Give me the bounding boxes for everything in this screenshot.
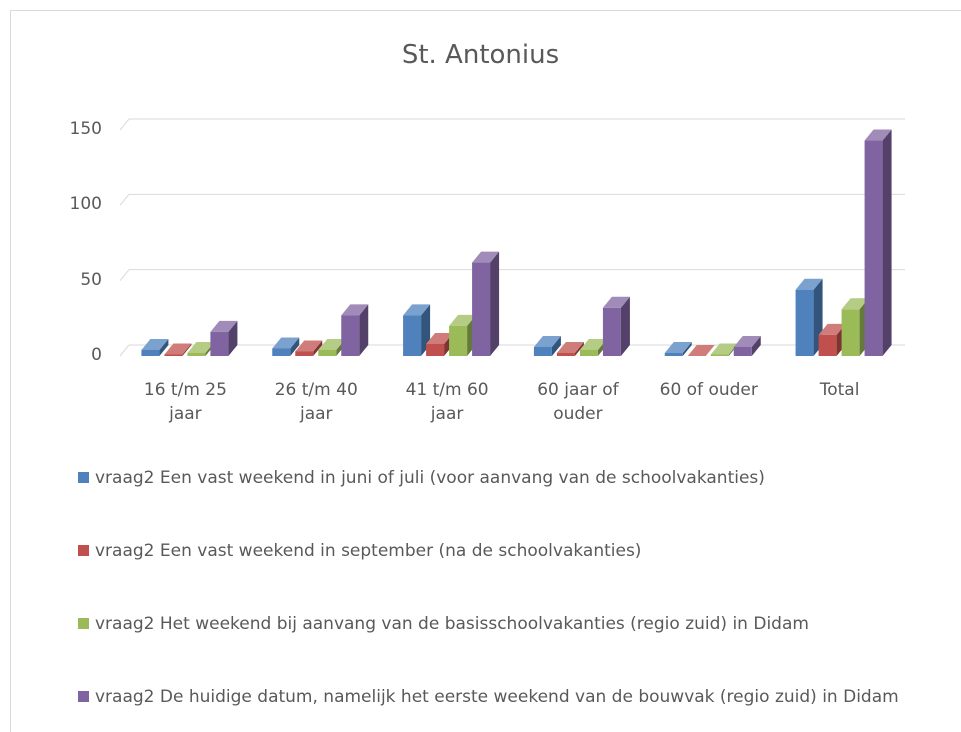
bar-top xyxy=(272,337,300,349)
bar xyxy=(664,352,683,356)
bar xyxy=(295,351,314,356)
bar xyxy=(187,352,206,356)
legend-swatch xyxy=(78,618,89,629)
bar xyxy=(795,289,814,356)
legend-item: vraag2 Een vast weekend in juni of juli … xyxy=(78,465,928,491)
legend-item: vraag2 Het weekend bij aanvang van de ba… xyxy=(78,611,928,637)
legend-label: vraag2 Een vast weekend in juni of juli … xyxy=(95,468,765,488)
bar xyxy=(272,348,291,356)
bar-top xyxy=(533,335,561,347)
bar-top xyxy=(164,343,192,355)
bar xyxy=(733,346,752,356)
chart-frame xyxy=(10,10,961,732)
bar-side xyxy=(290,337,300,356)
bar xyxy=(841,309,860,356)
bar-side xyxy=(159,338,169,356)
bar-top xyxy=(341,304,369,316)
bar-side xyxy=(490,251,500,356)
bar xyxy=(141,349,160,356)
x-tick-label: 60 jaar of ouder xyxy=(537,380,619,424)
bar xyxy=(710,354,729,356)
bar-side xyxy=(551,335,561,356)
bar xyxy=(818,334,837,356)
legend-item: vraag2 Een vast weekend in september (na… xyxy=(78,538,928,564)
grid-line xyxy=(119,194,130,206)
legend-label: vraag2 Het weekend bij aanvang van de ba… xyxy=(95,614,809,634)
legend-item: vraag2 De huidige datum, namelijk het ee… xyxy=(78,684,928,710)
bar-top xyxy=(426,332,454,344)
bar-top xyxy=(795,278,823,290)
legend-swatch xyxy=(78,691,89,702)
bar-top xyxy=(472,251,500,263)
x-tick-label: 41 t/m 60 jaar xyxy=(405,380,489,424)
bar-top xyxy=(556,341,584,353)
bar xyxy=(556,352,575,356)
x-tick-label: 60 of ouder xyxy=(659,380,758,400)
y-tick-label: 150 xyxy=(69,119,102,139)
bar-side xyxy=(313,340,323,356)
legend-swatch xyxy=(78,472,89,483)
y-tick-label: 100 xyxy=(69,194,102,215)
chart-title: St. Antonius xyxy=(401,40,560,70)
x-tick-label: 16 t/m 25 jaar xyxy=(143,380,227,424)
x-tick-label: 26 t/m 40 jaar xyxy=(274,380,358,424)
bar xyxy=(602,307,621,356)
grid-line xyxy=(119,118,130,131)
bar xyxy=(164,354,183,356)
bar-top xyxy=(841,298,869,310)
bar-top xyxy=(602,296,630,308)
y-tick-label: 50 xyxy=(80,269,102,290)
bar xyxy=(426,343,445,356)
legend-label: vraag2 Een vast weekend in september (na… xyxy=(95,541,642,561)
y-tick-label: 0 xyxy=(91,345,102,365)
bar xyxy=(341,315,360,356)
bar-side xyxy=(182,343,192,356)
bar xyxy=(403,315,422,356)
legend-label: vraag2 De huidige datum, namelijk het ee… xyxy=(95,687,899,707)
bar-side xyxy=(682,341,692,356)
bar xyxy=(864,140,883,356)
bar-side xyxy=(620,296,630,356)
bar-top xyxy=(579,338,607,350)
bar-top xyxy=(449,314,477,326)
bar-top xyxy=(818,323,846,335)
bar-top xyxy=(318,338,346,350)
bar-top xyxy=(710,343,738,355)
bar-side xyxy=(228,320,238,356)
bar-top xyxy=(210,320,238,332)
bar-top xyxy=(187,341,215,353)
grid-line xyxy=(119,344,130,357)
bar xyxy=(210,331,229,356)
bar-side xyxy=(359,304,369,356)
legend-swatch xyxy=(78,545,89,556)
bar-side xyxy=(751,335,761,356)
bar xyxy=(533,346,552,356)
bar-side xyxy=(574,341,584,356)
bar-side xyxy=(882,129,892,356)
bar-top xyxy=(733,335,761,347)
bar xyxy=(579,349,598,356)
bar xyxy=(318,349,337,356)
bar-top xyxy=(864,129,892,141)
bar-top xyxy=(141,338,169,350)
bar-top xyxy=(403,304,431,316)
bar-top xyxy=(687,345,715,356)
x-tick-label: Total xyxy=(819,380,860,400)
grid-line xyxy=(119,269,130,281)
bar xyxy=(449,325,468,356)
bar xyxy=(472,262,491,356)
bar-top xyxy=(295,340,323,352)
bar-top xyxy=(664,341,692,353)
